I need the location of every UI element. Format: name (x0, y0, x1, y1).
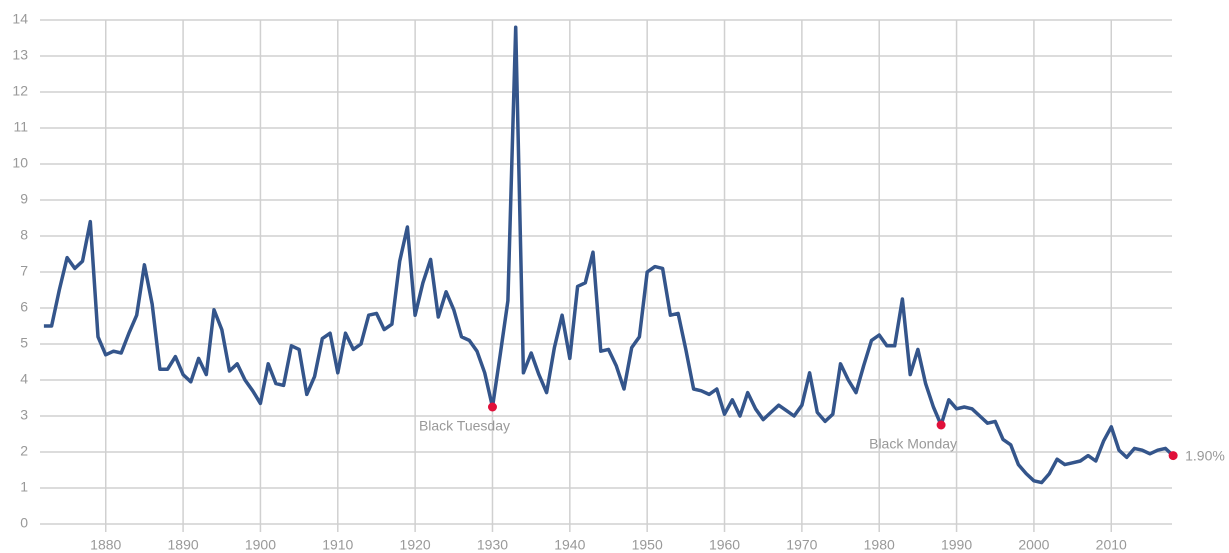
x-tick-label: 1940 (554, 537, 585, 553)
series-line (43, 25, 1175, 485)
x-tick-label: 2010 (1096, 537, 1127, 553)
y-tick-label: 10 (12, 155, 28, 171)
y-tick-label: 11 (13, 119, 28, 135)
annotation-dot (1168, 451, 1178, 461)
x-tick-label: 1910 (322, 537, 353, 553)
y-tick-label: 7 (20, 263, 28, 279)
y-tick-label: 5 (20, 335, 28, 351)
annotation-label: 1.90% (1185, 447, 1225, 463)
y-tick-label: 3 (20, 407, 28, 423)
y-tick-label: 8 (20, 227, 28, 243)
y-tick-label: 12 (12, 83, 28, 99)
annotation-label: Black Monday (869, 436, 957, 452)
y-tick-label: 4 (20, 371, 28, 387)
annotation-dot (487, 402, 497, 412)
x-tick-label: 1960 (709, 537, 740, 553)
x-tick-label: 1930 (477, 537, 508, 553)
y-tick-label: 6 (20, 299, 28, 315)
x-tick-label: 1900 (245, 537, 276, 553)
y-tick-label: 9 (20, 191, 28, 207)
x-tick-label: 1880 (90, 537, 121, 553)
y-tick-label: 0 (20, 515, 28, 531)
x-tick-label: 1950 (632, 537, 663, 553)
x-tick-label: 1970 (786, 537, 817, 553)
x-tick-label: 2000 (1018, 537, 1049, 553)
y-tick-label: 14 (12, 11, 28, 27)
x-tick-label: 1890 (168, 537, 199, 553)
y-tick-label: 1 (20, 479, 28, 495)
x-tick-label: 1920 (400, 537, 431, 553)
annotation-label: Black Tuesday (419, 418, 510, 434)
y-tick-label: 2 (20, 443, 28, 459)
y-tick-label: 13 (12, 47, 28, 63)
x-tick-label: 1980 (864, 537, 895, 553)
annotation-dot (936, 420, 946, 430)
x-tick-label: 1990 (941, 537, 972, 553)
